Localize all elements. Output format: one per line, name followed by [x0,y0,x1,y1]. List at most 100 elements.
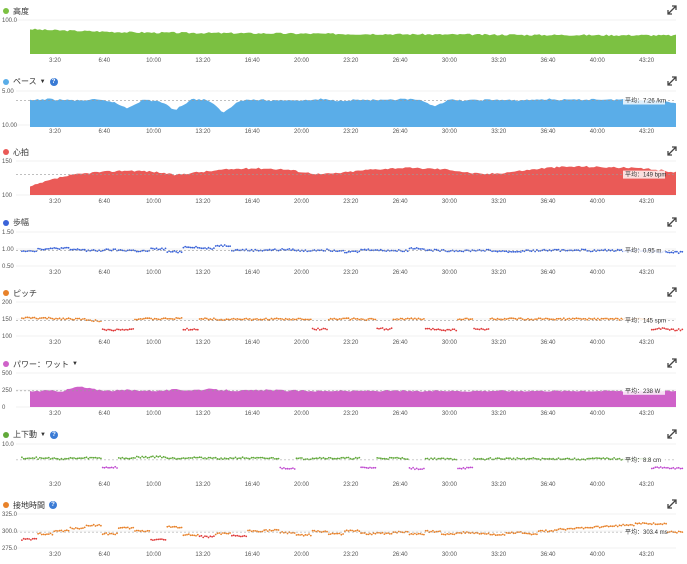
data-point [674,330,676,332]
data-point [263,529,265,531]
data-point [287,467,289,469]
data-point [55,247,57,249]
data-point [209,318,211,320]
data-point [118,249,120,251]
data-point [572,318,574,320]
x-tick-label: 3:20 [49,482,61,488]
data-point [674,251,676,253]
data-point [52,457,54,459]
data-point [541,319,543,321]
data-point [340,319,342,321]
data-point [147,457,149,459]
data-point [254,530,256,532]
data-point [337,533,339,535]
data-point [534,319,536,321]
x-tick-label: 13:20 [195,58,211,64]
data-point [288,468,290,470]
data-point [283,467,285,469]
data-point [357,457,359,459]
data-point [188,246,190,248]
data-point [253,456,255,458]
data-point [217,533,219,535]
data-point [371,467,373,469]
x-tick-label: 30:00 [442,411,458,417]
data-point [470,532,472,534]
data-point [308,533,310,535]
data-point [409,534,411,536]
x-tick-label: 26:40 [393,199,409,205]
x-tick-label: 3:20 [49,552,61,558]
data-point [401,318,403,320]
data-point [267,457,269,459]
data-point [269,529,271,531]
data-point [258,531,260,533]
data-point [606,457,608,459]
data-point [340,534,342,536]
data-point [39,248,41,250]
data-point [190,329,192,331]
data-point [32,538,34,540]
data-point [288,248,290,250]
data-point [166,457,168,459]
data-point [77,248,79,250]
data-point [346,530,348,532]
data-point [662,467,664,469]
data-point [498,457,500,459]
data-point [396,318,398,320]
data-point [319,456,321,458]
data-point [233,457,235,459]
data-point [166,318,168,320]
data-point [471,318,473,320]
data-point [380,533,382,535]
data-point [482,249,484,251]
data-point [301,319,303,321]
data-point [165,318,167,320]
data-point [197,534,199,536]
data-point [576,527,578,529]
data-point [475,329,477,331]
data-point [599,527,601,529]
data-point [78,249,80,251]
data-point [428,328,430,330]
data-point [30,250,32,252]
data-point [75,318,77,320]
data-point [527,318,529,320]
x-tick-label: 16:40 [245,482,261,488]
data-point [437,329,439,331]
data-point [312,328,314,330]
data-point [134,457,136,459]
data-point [297,534,299,536]
data-point [647,523,649,525]
data-point [507,532,509,534]
data-point [247,457,249,459]
data-point [170,318,172,320]
data-point [653,522,655,524]
data-point [77,318,79,320]
data-point [310,250,312,252]
x-tick-label: 43:20 [639,411,655,417]
data-point [141,455,143,457]
data-point [434,329,436,331]
data-point [590,250,592,252]
data-point [362,319,364,321]
data-point [357,318,359,320]
data-point [306,319,308,321]
data-point [204,535,206,537]
data-point [303,319,305,321]
data-point [665,328,667,330]
data-point [385,328,387,330]
data-point [446,250,448,252]
data-point [297,457,299,459]
data-point [502,458,504,460]
data-point [473,533,475,535]
